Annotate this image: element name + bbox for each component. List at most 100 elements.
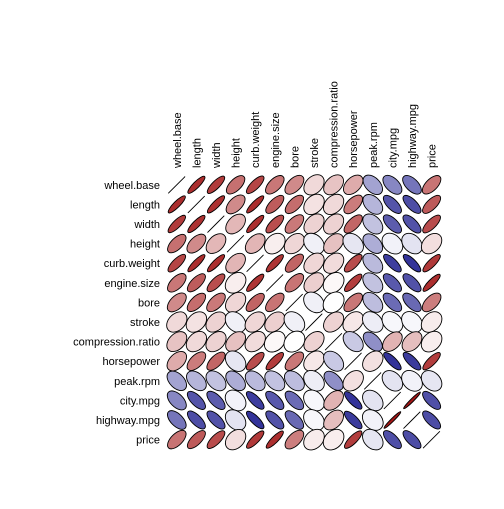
corr-ellipse-width-highway-mpg (402, 214, 422, 234)
corr-ellipse-wheel-base-bore (284, 174, 305, 195)
corr-ellipse-horsepower-compression-ratio (323, 350, 345, 372)
corr-ellipse-curb-weight-city-mpg (383, 253, 402, 273)
row-label-width: width (133, 219, 160, 231)
corr-ellipse-length-stroke (303, 193, 325, 216)
corr-ellipse-compression-ratio-horsepower (342, 331, 364, 353)
corr-ellipse-height-height (226, 234, 245, 253)
corr-ellipse-price-compression-ratio (322, 428, 345, 451)
corr-ellipse-compression-ratio-city-mpg (382, 331, 403, 352)
corr-ellipse-peak-rpm-width (205, 370, 227, 392)
corr-ellipse-height-highway-mpg (401, 232, 423, 255)
corr-ellipse-compression-ratio-width (205, 331, 227, 353)
row-labels: wheel.base length width height curb.weight en… (73, 180, 160, 447)
corr-ellipse-highway-mpg-stroke (303, 409, 325, 431)
corr-ellipse-highway-mpg-price (422, 410, 442, 430)
corr-ellipse-highway-mpg-peak-rpm (361, 409, 384, 431)
corr-ellipse-highway-mpg-highway-mpg (403, 411, 421, 429)
corr-ellipse-compression-ratio-length (185, 331, 207, 353)
corr-ellipse-bore-price (421, 292, 442, 313)
column-label-curb-weight: curb.weight (250, 112, 262, 168)
corr-ellipse-city-mpg-highway-mpg (403, 391, 421, 410)
corr-ellipse-engine-size-bore (284, 273, 305, 293)
corr-ellipse-height-compression-ratio (323, 233, 344, 254)
row-label-bore: bore (138, 297, 160, 309)
corr-ellipse-peak-rpm-curb-weight (244, 370, 266, 392)
corr-ellipse-price-length (186, 430, 206, 450)
corr-ellipse-curb-weight-width (206, 254, 226, 273)
corr-ellipse-horsepower-height (224, 350, 247, 372)
corr-ellipse-width-engine-size (265, 214, 285, 234)
corr-ellipse-horsepower-peak-rpm (362, 350, 384, 372)
corr-ellipse-engine-size-peak-rpm (362, 272, 384, 294)
corr-ellipse-width-peak-rpm (362, 213, 384, 235)
column-label-bore: bore (289, 146, 301, 168)
row-label-compression-ratio: compression.ratio (73, 337, 160, 349)
column-label-stroke: stroke (309, 138, 321, 168)
column-label-price: price (427, 144, 439, 168)
corr-ellipse-length-curb-weight (246, 195, 265, 214)
corr-ellipse-width-width (207, 215, 225, 233)
column-label-wheel-base: wheel.base (172, 112, 184, 169)
corr-ellipse-peak-rpm-price (420, 370, 443, 392)
corr-ellipse-city-mpg-wheel-base (166, 390, 187, 411)
corr-ellipse-curb-weight-engine-size (265, 254, 284, 273)
corr-ellipse-city-mpg-price (422, 390, 442, 410)
corr-ellipse-engine-size-engine-size (266, 274, 284, 292)
corr-ellipse-width-compression-ratio (323, 213, 345, 235)
corr-ellipse-horsepower-curb-weight (245, 351, 265, 371)
corr-ellipse-bore-city-mpg (382, 292, 403, 313)
column-label-horsepower: horsepower (348, 110, 360, 168)
corr-ellipse-height-stroke (303, 232, 325, 255)
row-label-height: height (130, 239, 160, 251)
corr-ellipse-city-mpg-peak-rpm (362, 389, 384, 412)
corr-ellipse-city-mpg-height (224, 389, 247, 412)
corr-ellipse-price-highway-mpg (402, 430, 422, 450)
correlation-cells (166, 174, 443, 451)
corr-ellipse-city-mpg-bore (284, 390, 305, 411)
row-label-engine-size: engine.size (104, 278, 160, 290)
corr-ellipse-price-wheel-base (167, 429, 187, 450)
corr-ellipse-wheel-base-width (206, 175, 226, 194)
row-label-peak-rpm: peak.rpm (114, 376, 160, 388)
corr-ellipse-stroke-width (205, 311, 227, 333)
corr-ellipse-compression-ratio-peak-rpm (362, 331, 383, 352)
corr-ellipse-bore-curb-weight (245, 292, 265, 312)
column-label-city-mpg: city.mpg (387, 128, 399, 168)
corr-ellipse-peak-rpm-length (186, 370, 207, 392)
corr-ellipse-highway-mpg-width (206, 410, 226, 430)
corr-ellipse-length-city-mpg (382, 194, 402, 214)
corr-ellipse-stroke-length (185, 311, 208, 333)
corr-ellipse-compression-ratio-height (225, 331, 246, 352)
corr-ellipse-horsepower-stroke (303, 350, 325, 372)
corr-ellipse-price-engine-size (265, 430, 284, 449)
corr-ellipse-city-mpg-width (206, 390, 226, 410)
corr-ellipse-compression-ratio-price (420, 330, 443, 353)
corr-ellipse-curb-weight-peak-rpm (362, 252, 384, 274)
corr-ellipse-stroke-stroke (305, 313, 323, 331)
corr-ellipse-curb-weight-length (187, 254, 206, 273)
corr-ellipse-engine-size-highway-mpg (402, 273, 422, 293)
corr-ellipse-width-height (225, 213, 246, 235)
column-label-height: height (231, 138, 243, 168)
row-label-curb-weight: curb.weight (104, 258, 160, 270)
row-label-price: price (136, 435, 160, 447)
corr-ellipse-length-compression-ratio (323, 193, 345, 215)
corr-ellipse-price-peak-rpm (362, 428, 384, 451)
corr-ellipse-engine-size-width (206, 273, 226, 293)
corr-ellipse-peak-rpm-height (225, 370, 246, 392)
column-label-compression-ratio: compression.ratio (329, 81, 341, 168)
corr-ellipse-length-height (225, 194, 246, 215)
corr-ellipse-highway-mpg-wheel-base (167, 410, 187, 430)
column-label-length: length (191, 138, 203, 168)
corr-ellipse-bore-width (206, 292, 226, 313)
corr-ellipse-engine-size-height (224, 272, 247, 294)
corr-ellipse-stroke-compression-ratio (323, 311, 345, 333)
corr-ellipse-curb-weight-wheel-base (167, 253, 187, 273)
corr-ellipse-width-bore (284, 214, 305, 234)
corr-ellipse-stroke-height (224, 311, 247, 333)
corr-ellipse-width-stroke (303, 213, 325, 235)
corr-ellipse-stroke-wheel-base (166, 311, 188, 333)
corr-ellipse-price-width (206, 430, 226, 449)
corr-ellipse-engine-size-price (422, 273, 441, 292)
